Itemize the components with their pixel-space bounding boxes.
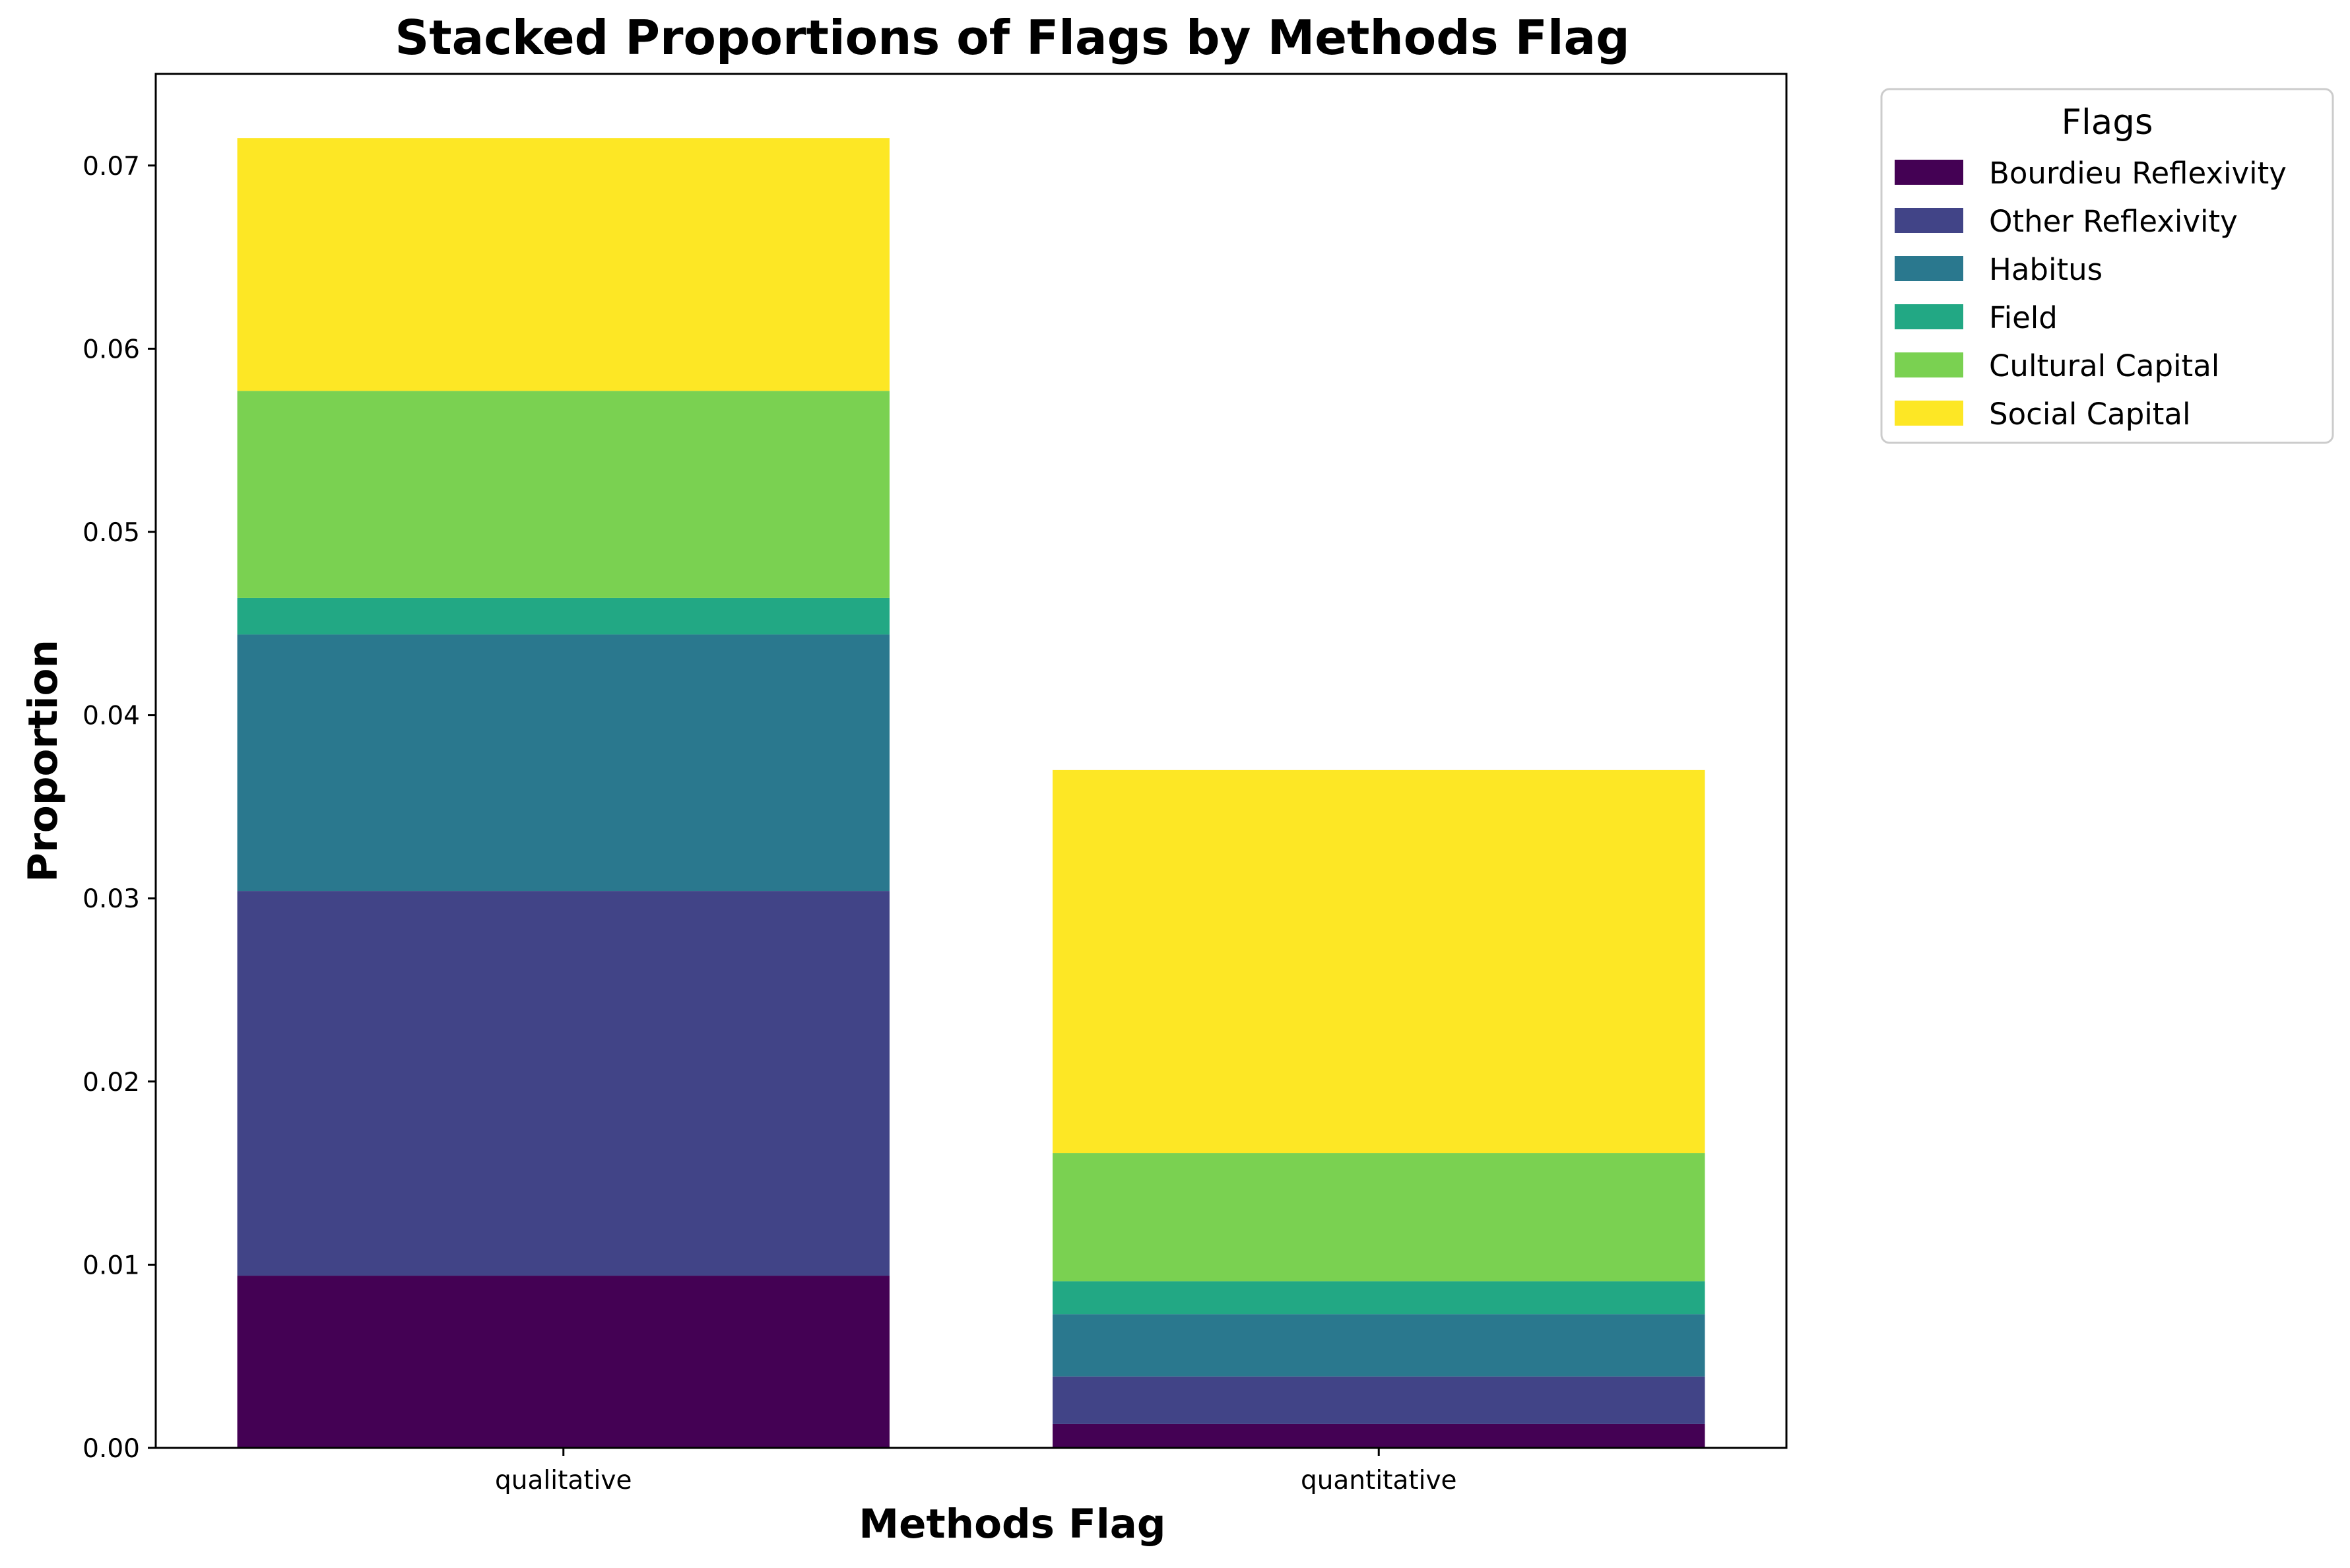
legend-swatch-other-reflexivity	[1895, 208, 1963, 233]
y-tick-label: 0.02	[82, 1068, 140, 1097]
legend-label-cultural-capital: Cultural Capital	[1989, 348, 2219, 383]
bar-quantitative-field	[1053, 1281, 1705, 1315]
y-tick-label: 0.04	[82, 702, 140, 731]
x-axis-label: Methods Flag	[859, 1501, 1165, 1548]
x-axis-ticks: qualitative quantitative	[495, 1448, 1457, 1495]
legend-label-field: Field	[1989, 300, 2058, 335]
legend-label-habitus: Habitus	[1989, 252, 2103, 287]
legend-title: Flags	[2062, 102, 2153, 143]
legend-frame	[1880, 88, 2334, 444]
bars-layer	[237, 138, 1705, 1448]
y-tick-label: 0.00	[82, 1434, 140, 1464]
x-tick-label-quantitative: quantitative	[1301, 1466, 1457, 1495]
bar-qualitative-social-capital	[237, 138, 890, 391]
bar-quantitative-habitus	[1053, 1314, 1705, 1377]
legend-swatch-bourdieu-reflexivity	[1895, 160, 1963, 185]
x-tick-label-qualitative: qualitative	[495, 1466, 632, 1495]
bar-qualitative-habitus	[237, 634, 890, 892]
legend-swatch-habitus	[1895, 256, 1963, 281]
bar-quantitative-bourdieu-reflexivity	[1053, 1423, 1705, 1448]
chart-title: Stacked Proportions of Flags by Methods …	[395, 10, 1629, 65]
y-tick-label: 0.05	[82, 518, 140, 548]
bar-quantitative-other-reflexivity	[1053, 1376, 1705, 1424]
legend: Flags Bourdieu Reflexivity Other Reflexiv…	[1880, 88, 2334, 444]
legend-swatch-social-capital	[1895, 401, 1963, 426]
y-tick-label: 0.03	[82, 884, 140, 914]
legend-label-social-capital: Social Capital	[1989, 397, 2191, 432]
bar-quantitative-cultural-capital	[1053, 1153, 1705, 1282]
bar-qualitative-bourdieu-reflexivity	[237, 1276, 890, 1448]
legend-items: Bourdieu Reflexivity Other Reflexivity Hab…	[1895, 156, 2287, 432]
bar-qualitative-other-reflexivity	[237, 891, 890, 1276]
bar-quantitative-social-capital	[1053, 769, 1705, 1154]
y-axis-ticks: 0.00 0.01 0.02 0.03 0.04 0.05 0.06 0.07	[82, 152, 156, 1464]
bar-qualitative-cultural-capital	[237, 391, 890, 598]
y-tick-label: 0.06	[82, 335, 140, 364]
plot-frame	[154, 73, 1788, 1449]
legend-label-bourdieu-reflexivity: Bourdieu Reflexivity	[1989, 156, 2287, 191]
legend-label-other-reflexivity: Other Reflexivity	[1989, 204, 2238, 239]
legend-swatch-cultural-capital	[1895, 352, 1963, 377]
bar-qualitative-field	[237, 597, 890, 635]
y-axis-label: Proportion	[20, 639, 67, 882]
y-tick-label: 0.01	[82, 1251, 140, 1280]
legend-swatch-field	[1895, 304, 1963, 329]
y-tick-label: 0.07	[82, 152, 140, 181]
